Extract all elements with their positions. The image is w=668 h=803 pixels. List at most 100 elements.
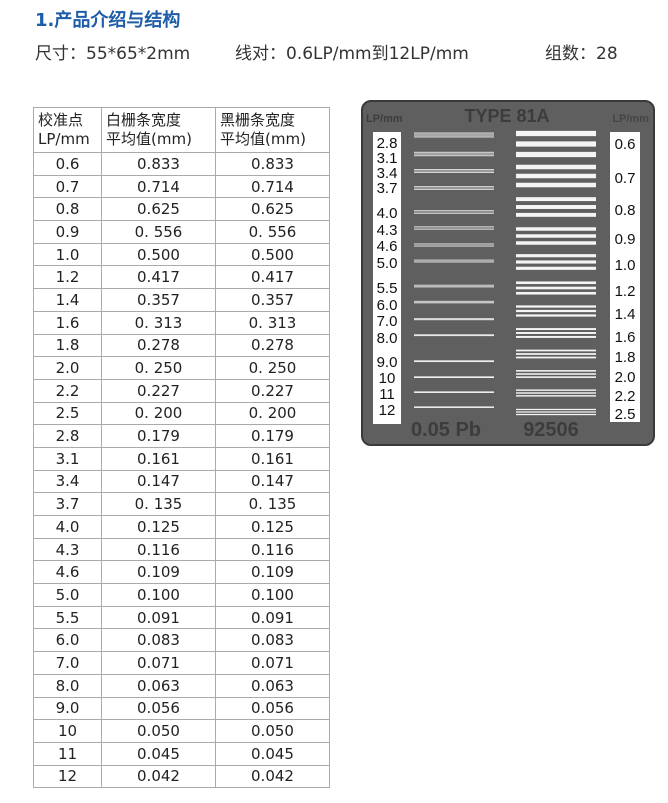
bar-line xyxy=(414,134,494,136)
cell-white-width: 0. 135 xyxy=(101,492,216,516)
cell-white-width: 0.100 xyxy=(101,583,216,607)
spec-groups: 组数：28 xyxy=(545,44,618,64)
bar-line xyxy=(516,389,596,391)
bar-line xyxy=(516,130,596,137)
bar-line xyxy=(516,260,596,264)
right-lp-label: 2.5 xyxy=(615,406,636,423)
bar-line xyxy=(414,259,494,261)
left-label-strip xyxy=(373,132,401,424)
table-row: 1.4 0.357 0.357 xyxy=(33,288,330,312)
table-row: 3.7 0. 135 0. 135 xyxy=(33,492,330,516)
bar-line xyxy=(516,353,596,355)
cell-white-width: 0.050 xyxy=(101,719,216,743)
bar-line xyxy=(516,141,596,147)
cell-black-width: 0.500 xyxy=(215,242,330,267)
cell-lp: 12 xyxy=(33,764,102,789)
calibration-table: 校准点 LP/mm 白栅条宽度 平均值(mm) 黑栅条宽度 平均值(mm) 0.6 0.… xyxy=(33,107,330,789)
cell-black-width: 0.227 xyxy=(215,378,330,403)
bar-line xyxy=(414,376,494,378)
cell-lp: 11 xyxy=(33,741,102,766)
cell-white-width: 0.714 xyxy=(101,174,216,199)
plate-serial: 92506 xyxy=(523,419,579,441)
right-lp-label: 0.8 xyxy=(615,202,636,219)
bar-line xyxy=(414,377,494,379)
bar-line xyxy=(414,391,494,393)
bar-line xyxy=(414,228,494,230)
bar-line xyxy=(516,373,596,375)
bar-line xyxy=(414,244,494,246)
bar-line xyxy=(516,376,596,378)
right-lp-label: 0.7 xyxy=(615,170,636,187)
table-row: 2.5 0. 200 0. 200 xyxy=(33,401,330,426)
cell-black-width: 0. 250 xyxy=(215,356,330,380)
bar-line xyxy=(516,349,596,352)
cell-black-width: 0.125 xyxy=(215,515,330,539)
bar-line xyxy=(414,300,494,302)
bar-line xyxy=(516,286,596,290)
bar-line xyxy=(414,286,494,288)
cell-white-width: 0.056 xyxy=(101,696,216,721)
left-lp-label: 3.1 xyxy=(377,150,398,167)
cell-lp: 1.0 xyxy=(33,242,102,267)
cell-white-width: 0.147 xyxy=(101,469,216,494)
bar-line xyxy=(516,411,596,413)
table-row: 4.6 0.109 0.109 xyxy=(33,560,330,585)
cell-black-width: 0.045 xyxy=(215,741,330,766)
cell-black-width: 0.109 xyxy=(215,560,330,585)
cell-black-width: 0.357 xyxy=(215,288,330,312)
plate-unit-right: LP/mm xyxy=(612,113,649,125)
bar-line xyxy=(414,153,494,155)
table-row: 5.5 0.091 0.091 xyxy=(33,605,330,630)
bar-line xyxy=(414,243,494,245)
bar-line xyxy=(516,328,596,331)
cell-black-width: 0.179 xyxy=(215,424,330,448)
spec-line-pairs: 线对：0.6LP/mm到12LP/mm xyxy=(235,44,469,64)
cell-black-width: 0.417 xyxy=(215,265,330,290)
cell-lp: 9.0 xyxy=(33,696,102,721)
bar-line xyxy=(414,132,494,134)
cell-lp: 7.0 xyxy=(33,651,102,675)
plate-thickness: 0.05 Pb xyxy=(411,419,481,441)
cell-black-width: 0.063 xyxy=(215,673,330,698)
right-lp-label: 1.2 xyxy=(615,283,636,300)
cell-lp: 6.0 xyxy=(33,628,102,653)
cell-black-width: 0.147 xyxy=(215,469,330,494)
table-header-row: 校准点 LP/mm 白栅条宽度 平均值(mm) 黑栅条宽度 平均值(mm) xyxy=(33,107,330,153)
plate-type-label: TYPE 81A xyxy=(464,106,549,126)
bar-line xyxy=(414,261,494,263)
cell-lp: 2.5 xyxy=(33,401,102,426)
cell-white-width: 0.125 xyxy=(101,515,216,539)
cell-black-width: 0. 556 xyxy=(215,220,330,244)
table-row: 10 0.050 0.050 xyxy=(33,719,330,743)
cell-lp: 0.8 xyxy=(33,197,102,222)
cell-white-width: 0.091 xyxy=(101,605,216,630)
bar-line xyxy=(414,213,494,214)
cell-lp: 5.0 xyxy=(33,583,102,607)
cell-white-width: 0. 556 xyxy=(101,220,216,244)
cell-white-width: 0. 200 xyxy=(101,401,216,426)
bar-line xyxy=(516,356,596,359)
bar-line xyxy=(516,234,596,238)
cell-lp: 0.9 xyxy=(33,220,102,244)
table-row: 6.0 0.083 0.083 xyxy=(33,628,330,653)
cell-lp: 2.8 xyxy=(33,424,102,448)
cell-white-width: 0.109 xyxy=(101,560,216,585)
bar-line xyxy=(516,413,596,416)
bar-line xyxy=(516,266,596,270)
bar-line xyxy=(414,318,494,320)
bar-line xyxy=(414,360,494,362)
left-lp-label: 2.8 xyxy=(377,135,398,152)
bar-line xyxy=(516,254,596,258)
bar-line xyxy=(516,212,596,217)
bar-line xyxy=(414,211,494,213)
bar-line xyxy=(516,173,596,179)
cell-lp: 1.2 xyxy=(33,265,102,290)
cell-lp: 8.0 xyxy=(33,673,102,698)
bar-line xyxy=(414,391,494,392)
bar-line xyxy=(414,169,494,170)
header-black-bar-width: 黑栅条宽度 平均值(mm) xyxy=(215,107,330,153)
spec-size: 尺寸：55*65*2mm xyxy=(35,44,191,64)
cell-white-width: 0.071 xyxy=(101,651,216,675)
cell-white-width: 0.083 xyxy=(101,628,216,653)
left-lp-label: 4.3 xyxy=(377,222,398,239)
